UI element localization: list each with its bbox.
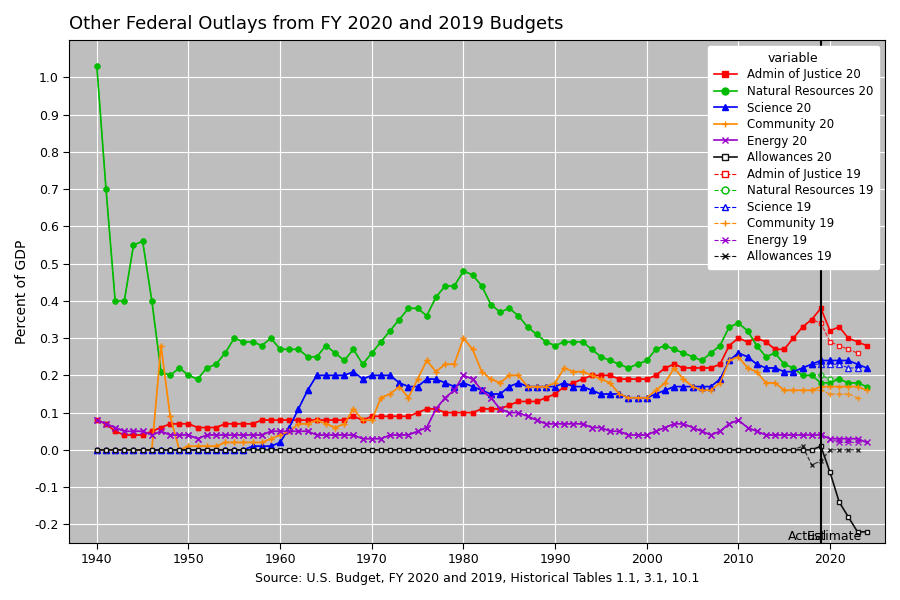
X-axis label: Source: U.S. Budget, FY 2020 and 2019, Historical Tables 1.1, 3.1, 10.1: Source: U.S. Budget, FY 2020 and 2019, H…: [255, 572, 699, 585]
Text: Actual: Actual: [788, 530, 827, 543]
Text: Estimate: Estimate: [807, 530, 862, 543]
Text: Other Federal Outlays from FY 2020 and 2019 Budgets: Other Federal Outlays from FY 2020 and 2…: [69, 15, 563, 33]
Legend: Admin of Justice 20, Natural Resources 20, Science 20, Community 20, Energy 20, : Admin of Justice 20, Natural Resources 2…: [707, 46, 879, 269]
Y-axis label: Percent of GDP: Percent of GDP: [15, 239, 29, 344]
